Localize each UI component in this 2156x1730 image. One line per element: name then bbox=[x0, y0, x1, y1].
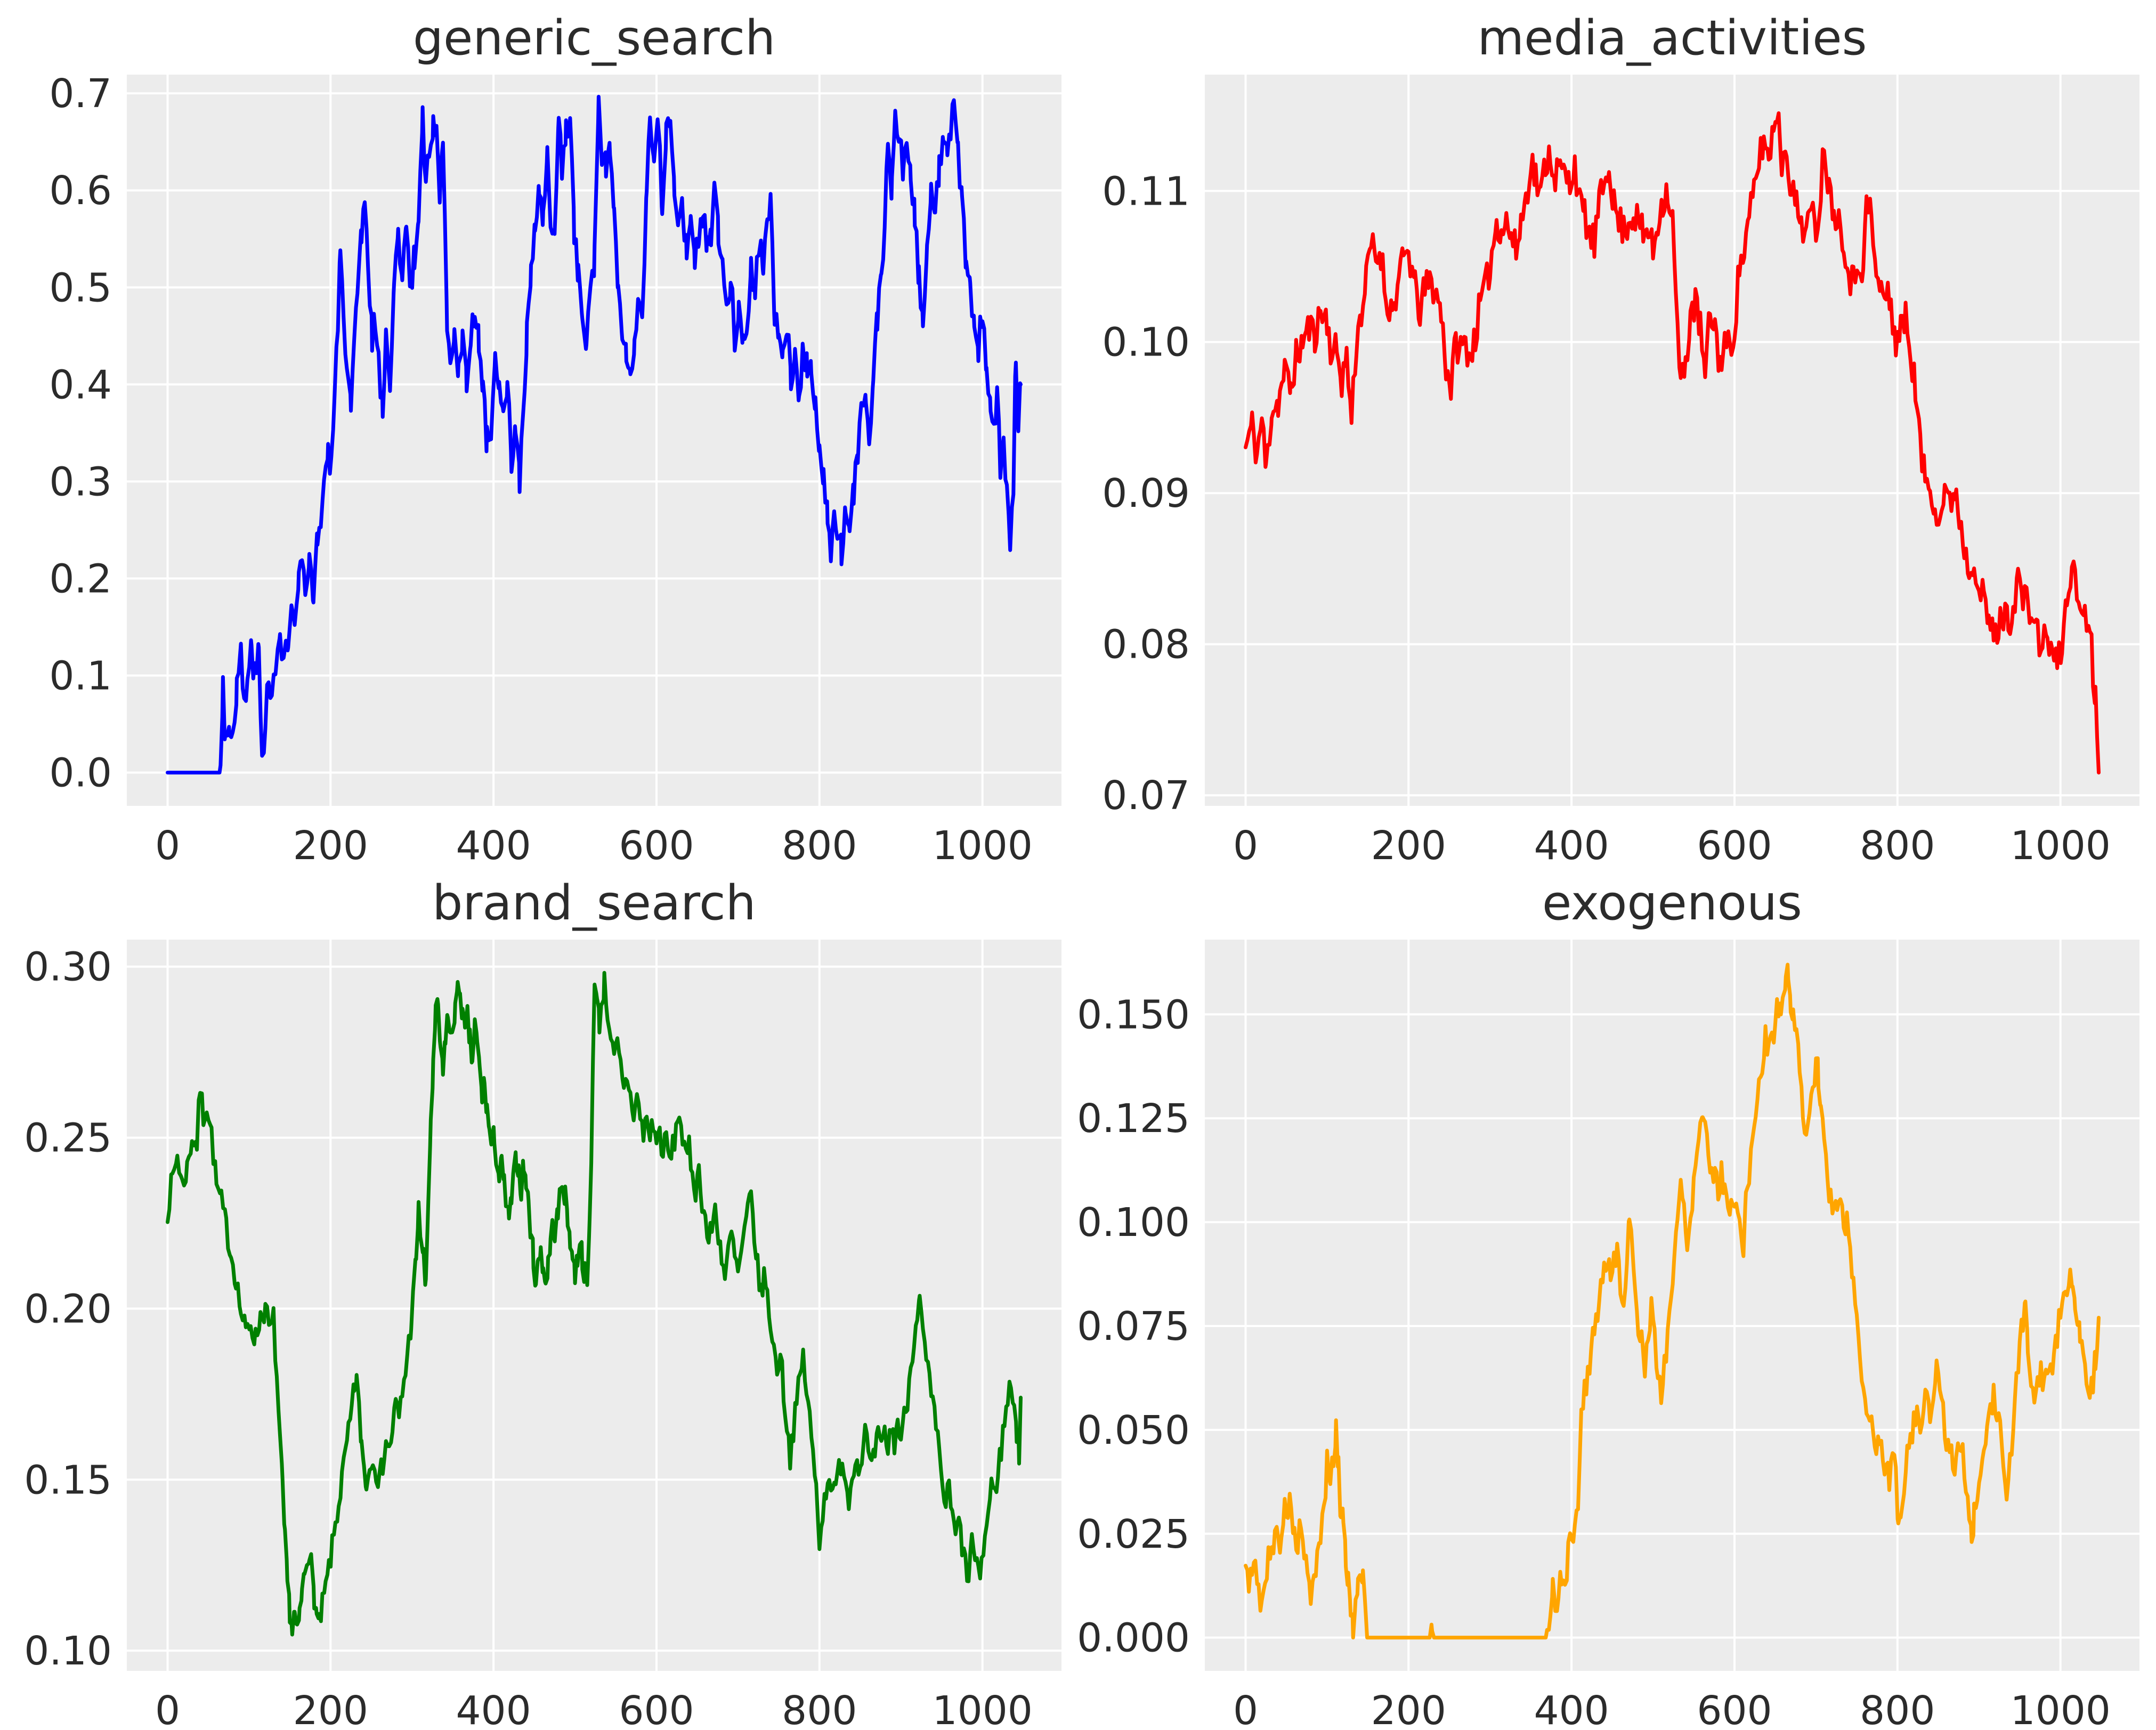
y-tick-label: 0.15 bbox=[24, 1457, 112, 1503]
x-tick-label: 0 bbox=[155, 823, 180, 869]
x-tick-label: 400 bbox=[1534, 823, 1609, 869]
x-tick-label: 800 bbox=[1860, 1688, 1935, 1730]
x-tick-label: 400 bbox=[1534, 1688, 1609, 1730]
plot-area-generic-search: 0 200 400 600 800 1000 0.0 0.1 0.2 0.3 0.4 0.5 0.6 0.… bbox=[49, 71, 1061, 869]
x-tick-label: 200 bbox=[1371, 1688, 1446, 1730]
x-tick-label: 800 bbox=[782, 823, 857, 869]
x-tick-label: 600 bbox=[619, 1688, 694, 1730]
x-tick-label: 600 bbox=[619, 823, 694, 869]
plot-area-exogenous: 0 200 400 600 800 1000 0.000 0.025 0.050 0.075 0.1… bbox=[1077, 940, 2139, 1730]
x-tick-label: 200 bbox=[293, 823, 368, 869]
y-tick-label: 0.000 bbox=[1077, 1615, 1190, 1661]
y-tick-label: 0.5 bbox=[49, 265, 112, 311]
x-tick-label: 0 bbox=[1233, 1688, 1258, 1730]
subplot-exogenous: exogenous 0 200 400 600 800 1000 0.000 0.025 0.0… bbox=[1077, 865, 2156, 1730]
y-tick-label: 0.4 bbox=[49, 362, 112, 408]
x-tick-label: 1000 bbox=[933, 1688, 1033, 1730]
subplot-title-generic-search: generic_search bbox=[412, 10, 776, 66]
y-tick-label: 0.25 bbox=[24, 1115, 112, 1161]
x-tick-label: 800 bbox=[782, 1688, 857, 1730]
y-tick-label: 0.30 bbox=[24, 944, 112, 990]
x-tick-label: 600 bbox=[1697, 823, 1772, 869]
y-tick-label: 0.7 bbox=[49, 71, 112, 117]
subplot-title-exogenous: exogenous bbox=[1542, 875, 1802, 931]
x-tick-label: 400 bbox=[456, 1688, 531, 1730]
plot-area-brand-search: 0 200 400 600 800 1000 0.10 0.15 0.20 0.25 0.30 bbox=[24, 940, 1061, 1730]
axes-background bbox=[1205, 940, 2139, 1671]
y-tick-label: 0.150 bbox=[1077, 992, 1190, 1038]
series-line-generic_search bbox=[166, 94, 1023, 775]
x-tick-label: 1000 bbox=[2011, 1688, 2111, 1730]
y-tick-label: 0.6 bbox=[49, 168, 112, 214]
x-tick-label: 1000 bbox=[933, 823, 1033, 869]
y-tick-label: 0.0 bbox=[49, 750, 112, 796]
series-line-exogenous bbox=[1244, 963, 2101, 1640]
x-tick-label: 0 bbox=[1233, 823, 1258, 869]
y-tick-label: 0.09 bbox=[1102, 471, 1190, 516]
x-tick-label: 200 bbox=[293, 1688, 368, 1730]
y-tick-label: 0.050 bbox=[1077, 1408, 1190, 1453]
subplot-media-activities: media_activities 0 200 400 600 800 1000 0.07 0.… bbox=[1078, 0, 2156, 869]
subplot-title-media-activities: media_activities bbox=[1477, 10, 1867, 66]
y-tick-label: 0.10 bbox=[24, 1628, 112, 1674]
y-tick-label: 0.07 bbox=[1102, 773, 1190, 819]
y-tick-label: 0.08 bbox=[1102, 622, 1190, 668]
y-tick-label: 0.1 bbox=[49, 653, 112, 699]
x-tick-label: 800 bbox=[1860, 823, 1935, 869]
y-tick-label: 0.075 bbox=[1077, 1304, 1190, 1349]
x-tick-label: 400 bbox=[456, 823, 531, 869]
series-line-brand_search bbox=[166, 971, 1023, 1637]
x-tick-label: 0 bbox=[155, 1688, 180, 1730]
subplot-brand-search: brand_search 0 200 400 600 800 1000 0.10 0.15 0.… bbox=[0, 865, 1078, 1730]
y-tick-label: 0.10 bbox=[1102, 320, 1190, 366]
x-tick-label: 200 bbox=[1371, 823, 1446, 869]
x-tick-label: 600 bbox=[1697, 1688, 1772, 1730]
y-tick-label: 0.11 bbox=[1102, 168, 1190, 214]
y-tick-label: 0.100 bbox=[1077, 1200, 1190, 1246]
series-line-media_activities bbox=[1244, 111, 2101, 775]
subplot-generic-search: generic_search 0 200 400 600 800 1000 0.0 0.1 0.… bbox=[0, 0, 1078, 869]
axes-background bbox=[1205, 75, 2139, 806]
x-tick-label: 1000 bbox=[2011, 823, 2111, 869]
y-tick-label: 0.025 bbox=[1077, 1511, 1190, 1557]
y-tick-label: 0.20 bbox=[24, 1286, 112, 1332]
plot-area-media-activities: 0 200 400 600 800 1000 0.07 0.08 0.09 0.10 0.11 bbox=[1102, 75, 2139, 869]
y-tick-label: 0.125 bbox=[1077, 1096, 1190, 1142]
y-tick-label: 0.2 bbox=[49, 556, 112, 602]
subplot-title-brand-search: brand_search bbox=[432, 875, 756, 931]
y-tick-label: 0.3 bbox=[49, 459, 112, 505]
